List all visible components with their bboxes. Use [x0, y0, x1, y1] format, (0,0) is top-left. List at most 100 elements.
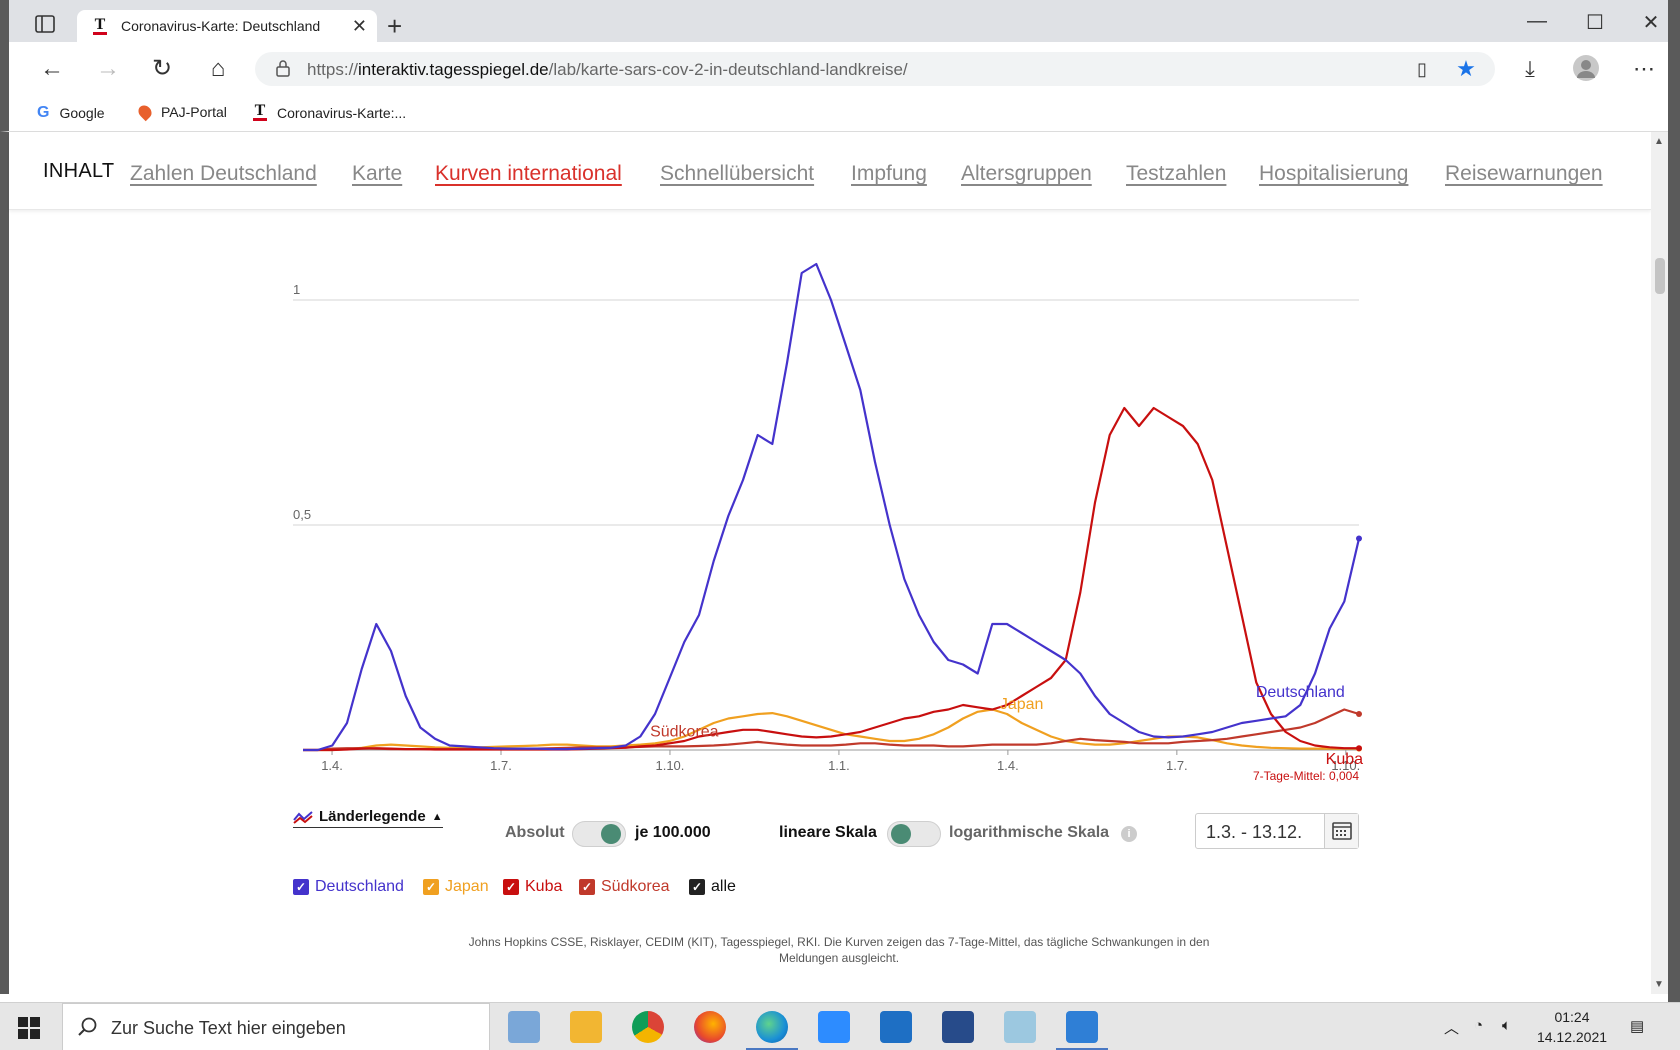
x-tick-label: 1.1.: [828, 758, 850, 773]
google-icon: G: [37, 104, 50, 121]
url-field[interactable]: https://interaktiv.tagesspiegel.de/lab/k…: [255, 52, 1495, 86]
series-endpoint: [1356, 745, 1362, 752]
file-explorer-icon[interactable]: [570, 1011, 602, 1043]
nav-link-testzahlen[interactable]: Testzahlen: [1126, 162, 1227, 185]
notifications-icon[interactable]: ▤: [1630, 1018, 1645, 1035]
url-text: https://interaktiv.tagesspiegel.de/lab/k…: [307, 60, 908, 79]
calendar-icon: [1332, 822, 1352, 840]
chart-annotation: 7-Tage-Mittel: 0,004: [1253, 769, 1359, 783]
favorite-star-icon[interactable]: ★: [1456, 56, 1476, 81]
taskbar-search-field[interactable]: Zur Suche Text hier eingeben: [62, 1003, 490, 1050]
scroll-down-icon[interactable]: ▼: [1654, 979, 1664, 990]
section-nav: INHALT Zahlen Deutschland Karte Kurven i…: [9, 132, 1651, 210]
chrome-icon[interactable]: [632, 1011, 664, 1043]
y-tick-label: 0,5: [293, 507, 311, 522]
scale-switch[interactable]: [887, 821, 941, 847]
scroll-up-icon[interactable]: ▲: [1654, 136, 1664, 147]
checkbox-suedkorea[interactable]: ✓ Südkorea: [579, 878, 670, 896]
edge-icon[interactable]: [746, 1011, 798, 1050]
series-endpoint: [1356, 535, 1362, 542]
series-label: Südkorea: [650, 723, 719, 740]
info-icon[interactable]: i: [1121, 826, 1137, 842]
absolute-label[interactable]: Absolut: [505, 824, 565, 841]
wifi-icon[interactable]: ◔: [1474, 1017, 1484, 1034]
per100k-label[interactable]: je 100.000: [635, 824, 711, 841]
video-editor-icon[interactable]: [942, 1011, 974, 1043]
laptop-app-icon[interactable]: [508, 1011, 540, 1043]
page-content: INHALT Zahlen Deutschland Karte Kurven i…: [9, 132, 1651, 994]
tab-bar: T Coronavirus-Karte: Deutschland ✕ + — ☐…: [0, 0, 1680, 42]
country-legend-toggle[interactable]: Länderlegende ▲: [293, 808, 443, 828]
tab-actions-icon[interactable]: [31, 12, 59, 36]
immersive-reader-icon[interactable]: ▯: [1417, 59, 1427, 79]
legend-lines-icon: [293, 810, 313, 824]
bookmark-google[interactable]: G Google: [37, 104, 105, 121]
checkbox-kuba[interactable]: ✓ Kuba: [503, 878, 562, 896]
reload-icon[interactable]: ↻: [151, 55, 173, 82]
checkmark-icon: ✓: [503, 879, 519, 895]
series-line-japan: [303, 708, 1359, 752]
forward-icon[interactable]: →: [96, 55, 120, 82]
checkmark-icon: ✓: [293, 879, 309, 895]
checkbox-japan[interactable]: ✓ Japan: [423, 878, 489, 896]
minimize-icon[interactable]: —: [1527, 10, 1547, 32]
log-scale-label[interactable]: logarithmische Skala: [949, 824, 1110, 841]
line-chart: 1 0,5 1.4. 1.7. 1.10. 1.1. 1.4. 1.7. 1.10. Südkor…: [293, 262, 1363, 783]
tagesspiegel-favicon-icon: T: [253, 102, 267, 121]
tagesspiegel-favicon-icon: T: [93, 15, 107, 35]
nav-link-kurven-international[interactable]: Kurven international: [435, 162, 622, 185]
photos-icon[interactable]: [1056, 1011, 1108, 1050]
close-tab-icon[interactable]: ✕: [351, 16, 367, 36]
source-note: Johns Hopkins CSSE, Risklayer, CEDIM (KI…: [468, 935, 1210, 965]
taskbar: Zur Suche Text hier eingeben ︿ ◔ 🔈︎ 01:2…: [0, 1002, 1680, 1050]
nav-link-reisewarnungen[interactable]: Reisewarnungen: [1445, 162, 1603, 185]
notebook-app-icon[interactable]: [1004, 1011, 1036, 1043]
new-tab-icon[interactable]: +: [387, 11, 403, 41]
nav-link-schnelluebersicht[interactable]: Schnellübersicht: [660, 162, 815, 185]
maximize-icon[interactable]: ☐: [1586, 12, 1604, 34]
tray-chevron-icon[interactable]: ︿: [1444, 1020, 1460, 1037]
volume-icon[interactable]: 🔈︎: [1502, 1017, 1512, 1034]
nav-link-karte[interactable]: Karte: [352, 162, 403, 185]
window-edge: [0, 132, 9, 994]
series-label: Deutschland: [1256, 684, 1345, 701]
zoom-icon[interactable]: [818, 1011, 850, 1043]
series-line-kuba: [303, 406, 1359, 752]
profile-avatar-icon[interactable]: [1571, 54, 1601, 90]
switch-knob: [601, 824, 621, 844]
taskbar-clock[interactable]: 01:24 14.12.2021: [1536, 1009, 1608, 1045]
x-tick-label: 1.4.: [997, 758, 1019, 773]
more-menu-icon[interactable]: ⋯: [1633, 56, 1655, 81]
checkmark-icon: ✓: [423, 879, 439, 895]
checkbox-alle[interactable]: ✓ alle: [689, 878, 736, 896]
x-tick-label: 1.7.: [1166, 758, 1188, 773]
bookmarks-bar: G Google PAJ-Portal T Coronavirus-Karte:…: [0, 94, 1680, 132]
nav-link-impfung[interactable]: Impfung: [851, 162, 927, 185]
bookmark-paj-portal[interactable]: PAJ-Portal: [135, 102, 227, 122]
x-tick-label: 1.4.: [321, 758, 343, 773]
scroll-thumb[interactable]: [1655, 258, 1665, 294]
nav-link-zahlen-deutschland[interactable]: Zahlen Deutschland: [130, 162, 317, 185]
page-scrollbar[interactable]: ▲ ▼: [1651, 132, 1668, 994]
date-range-field[interactable]: 1.3. - 13.12.: [1195, 813, 1359, 849]
firefox-icon[interactable]: [694, 1011, 726, 1043]
bookmark-coronavirus-karte[interactable]: T Coronavirus-Karte:...: [253, 102, 407, 121]
nav-link-altersgruppen[interactable]: Altersgruppen: [961, 162, 1092, 185]
caret-up-icon: ▲: [431, 810, 443, 823]
close-window-icon[interactable]: ✕: [1642, 12, 1660, 34]
download-icon[interactable]: ⤓: [1525, 56, 1535, 81]
x-tick-label: 1.10.: [1331, 758, 1360, 773]
mail-icon[interactable]: [880, 1011, 912, 1043]
series-endpoint: [1356, 711, 1362, 717]
series-label: Kuba: [1326, 751, 1363, 768]
checkbox-deutschland[interactable]: ✓ Deutschland: [293, 878, 404, 896]
windows-start-icon[interactable]: [18, 1017, 40, 1039]
linear-scale-label[interactable]: lineare Skala: [779, 824, 877, 841]
x-tick-label: 1.10.: [655, 758, 684, 773]
back-icon[interactable]: ←: [40, 55, 64, 82]
browser-tab[interactable]: T Coronavirus-Karte: Deutschland ✕: [77, 10, 377, 42]
nav-link-hospitalisierung[interactable]: Hospitalisierung: [1259, 162, 1409, 185]
calendar-button[interactable]: [1324, 814, 1358, 848]
absolute-per100k-switch[interactable]: [572, 821, 626, 847]
home-icon[interactable]: ⌂: [210, 55, 226, 82]
